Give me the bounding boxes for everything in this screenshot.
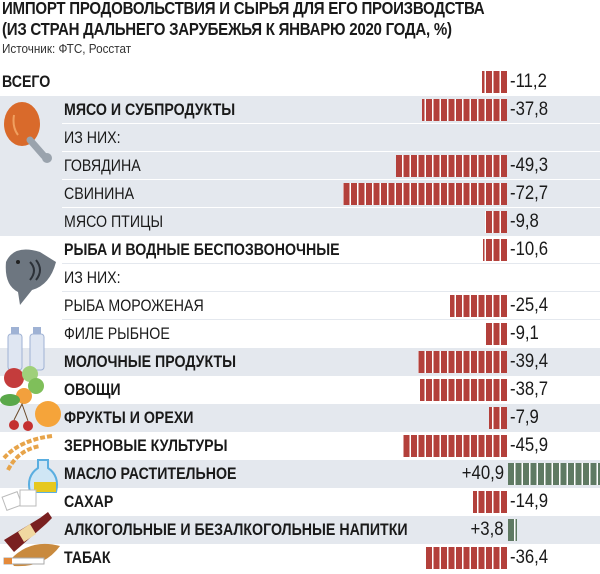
value-label: -36,4 [510, 547, 549, 568]
value-label: -37,8 [510, 99, 549, 120]
chart-row: АЛКОГОЛЬНЫЕ И БЕЗАЛКОГОЛЬНЫЕ НАПИТКИ +3,8 [0, 516, 600, 544]
category-label: ИЗ НИХ: [64, 129, 121, 147]
row-band [0, 124, 600, 152]
value-label: -7,9 [510, 407, 539, 428]
bar [417, 351, 507, 373]
category-label: РЫБА МОРОЖЕНАЯ [64, 297, 204, 315]
value-label: -38,7 [510, 379, 549, 400]
category-label: ТАБАК [64, 549, 111, 567]
row-divider [62, 291, 600, 292]
tobacco-icon [3, 543, 60, 567]
category-label: ФИЛЕ РЫБНОЕ [64, 325, 170, 343]
chart-row: МЯСО И СУБПРОДУКТЫ -37,8 [0, 96, 600, 124]
row-divider [62, 207, 600, 208]
chart-row: МАСЛО РАСТИТЕЛЬНОЕ +40,9 [0, 460, 600, 488]
bar [421, 99, 507, 121]
chart-row: ФРУКТЫ И ОРЕХИ -7,9 [0, 404, 600, 432]
chart-row: САХАР -14,9 [0, 488, 600, 516]
chart-row: СВИНИНА -72,7 [0, 180, 600, 208]
category-label: МЯСО И СУБПРОДУКТЫ [64, 101, 236, 119]
category-label: ФРУКТЫ И ОРЕХИ [64, 409, 194, 427]
sugar-cubes-icon [1, 489, 37, 511]
category-label: ГОВЯДИНА [64, 157, 141, 175]
chart-row: РЫБА МОРОЖЕНАЯ -25,4 [0, 292, 600, 320]
title-line-2: (ИЗ СТРАН ДАЛЬНЕГО ЗАРУБЕЖЬЯ К ЯНВАРЮ 20… [2, 19, 452, 39]
category-label: АЛКОГОЛЬНЫЕ И БЕЗАЛКОГОЛЬНЫЕ НАПИТКИ [64, 521, 408, 539]
bar [508, 519, 517, 541]
category-label: САХАР [64, 493, 114, 511]
value-label: +3,8 [470, 519, 504, 540]
value-label: -49,3 [510, 155, 549, 176]
row-band [0, 460, 600, 488]
category-label: МАСЛО РАСТИТЕЛЬНОЕ [64, 465, 237, 483]
value-label: +40,9 [461, 463, 504, 484]
chart-row: ОВОЩИ -38,7 [0, 376, 600, 404]
row-band [0, 516, 600, 544]
chart-row: ИЗ НИХ: [0, 124, 600, 152]
bar [484, 211, 507, 233]
bar [342, 183, 507, 205]
bar [403, 435, 507, 457]
category-label: МЯСО ПТИЦЫ [64, 213, 164, 231]
value-label: -10,6 [510, 239, 549, 260]
category-label: ЗЕРНОВЫЕ КУЛЬТУРЫ [64, 437, 228, 455]
bar [489, 407, 507, 429]
bar [419, 379, 507, 401]
value-label: -25,4 [510, 295, 549, 316]
category-label: СВИНИНА [64, 185, 135, 203]
chart-row: РЫБА И ВОДНЫЕ БЕСПОЗВОНОЧНЫЕ -10,6 [0, 236, 600, 264]
category-label: МОЛОЧНЫЕ ПРОДУКТЫ [64, 353, 237, 371]
category-label: РЫБА И ВОДНЫЕ БЕСПОЗВОНОЧНЫЕ [64, 241, 340, 259]
chart-row: МОЛОЧНЫЕ ПРОДУКТЫ -39,4 [0, 348, 600, 376]
bottle-icon [4, 512, 52, 552]
chart-row: МЯСО ПТИЦЫ -9,8 [0, 208, 600, 236]
value-label: -14,9 [510, 491, 549, 512]
chart-row: ИЗ НИХ: [0, 264, 600, 292]
chart-row: ТАБАК -36,4 [0, 544, 600, 572]
wheat-icon [2, 434, 53, 471]
value-label: -11,2 [510, 71, 547, 92]
value-label: -9,1 [510, 323, 539, 344]
fish-icon [5, 249, 56, 305]
chart-row: ГОВЯДИНА -49,3 [0, 152, 600, 180]
bar [424, 547, 507, 569]
chicken-leg-icon [4, 102, 52, 163]
row-divider [62, 319, 600, 320]
bar [449, 295, 507, 317]
chart-row: ВСЕГО -11,2 [0, 68, 600, 96]
value-label: -39,4 [510, 351, 549, 372]
bar [486, 323, 507, 345]
category-label: ВСЕГО [2, 73, 51, 91]
row-divider [62, 263, 600, 264]
chart-title: ИМПОРТ ПРОДОВОЛЬСТВИЯ И СЫРЬЯ ДЛЯ ЕГО ПР… [2, 0, 485, 40]
bar [395, 155, 507, 177]
bar [481, 71, 507, 93]
category-label: ИЗ НИХ: [64, 269, 121, 287]
row-divider [62, 179, 600, 180]
milk-bottles-icon [7, 327, 45, 371]
oil-jug-icon [28, 459, 58, 493]
value-label: -9,8 [510, 211, 539, 232]
source-note: Источник: ФТС, Росстат [2, 41, 132, 56]
bar [473, 491, 507, 513]
row-divider [62, 123, 600, 124]
row-divider [62, 151, 600, 152]
value-label: -72,7 [510, 183, 549, 204]
category-label: ОВОЩИ [64, 381, 121, 399]
chart-row: ФИЛЕ РЫБНОЕ -9,1 [0, 320, 600, 348]
category-icons [0, 102, 61, 567]
bar [483, 239, 507, 261]
vegetables-icon [0, 366, 44, 406]
title-line-1: ИМПОРТ ПРОДОВОЛЬСТВИЯ И СЫРЬЯ ДЛЯ ЕГО ПР… [2, 0, 485, 18]
fruit-icon [9, 401, 61, 431]
value-label: -45,9 [510, 435, 549, 456]
bar [508, 463, 600, 485]
chart-row: ЗЕРНОВЫЕ КУЛЬТУРЫ -45,9 [0, 432, 600, 460]
